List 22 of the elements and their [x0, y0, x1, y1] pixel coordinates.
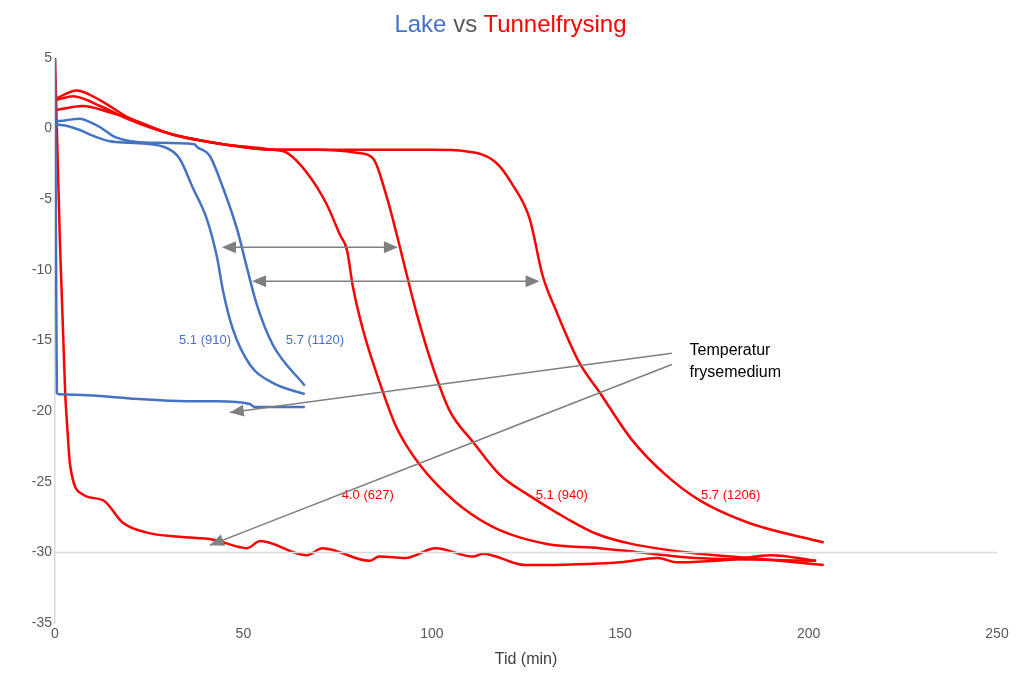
x-axis-title: Tid (min) [494, 649, 558, 667]
y-tick-label: 0 [44, 119, 53, 136]
x-tick-label: 50 [235, 625, 252, 642]
y-tick-label: 5 [44, 48, 53, 65]
y-tick-label: -5 [39, 190, 53, 207]
series-label: 5.7 (1120) [285, 332, 345, 348]
x-tick-label: 100 [420, 625, 444, 642]
y-tick-label: -10 [31, 260, 53, 277]
y-tick-label: -30 [31, 543, 53, 560]
chart-title: Lake vs Tunnelfrysing [394, 10, 627, 37]
y-tick-label: -25 [31, 472, 53, 489]
annotation: Temperatur frysemedium [689, 340, 783, 383]
series-label: 5.1 (910) [178, 332, 231, 348]
series-label: 5.1 (940) [535, 487, 588, 503]
y-tick-label: -35 [31, 613, 53, 630]
x-tick-label: 150 [608, 625, 633, 642]
text: 4.0 (627) [341, 487, 394, 503]
series-label: 5.7 (1206) [700, 487, 761, 503]
x-tick-label: 250 [985, 625, 1009, 642]
y-tick-label: -20 [31, 401, 53, 418]
x-tick-label: 200 [796, 625, 821, 642]
y-tick-label: -15 [31, 331, 53, 348]
